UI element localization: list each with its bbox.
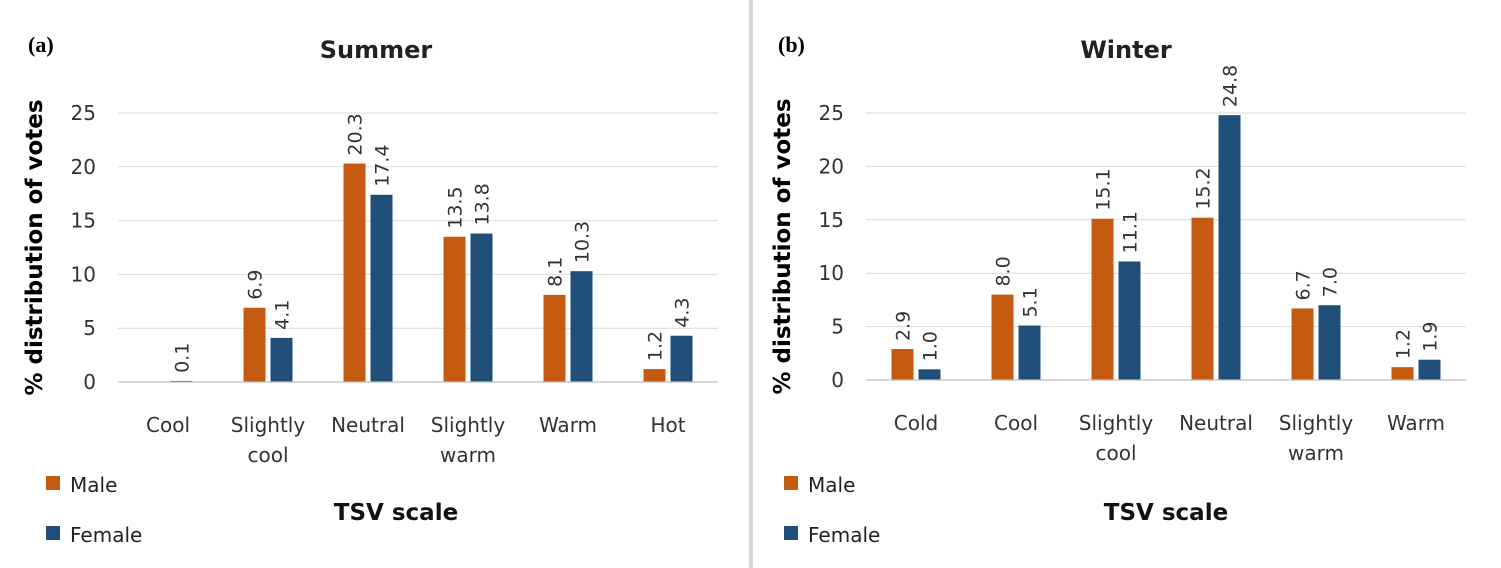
chart-summer: (a) Summer % distribution of votes 0 5 10 15 20… <box>22 32 718 547</box>
bar-male <box>891 349 914 380</box>
bar-male <box>1191 217 1214 380</box>
x-category-label: cool <box>1095 441 1136 465</box>
x-category-label: warm <box>1288 441 1344 465</box>
y-axis-label: % distribution of votes <box>22 99 48 395</box>
bar-male <box>343 163 366 382</box>
x-category-label: warm <box>440 443 496 467</box>
bar-female <box>670 335 693 382</box>
data-label: 6.7 <box>1293 270 1315 300</box>
legend-label-female: Female <box>808 523 880 547</box>
legend-swatch-female <box>784 526 798 540</box>
bar-female <box>470 233 493 382</box>
x-category-label: Cool <box>994 411 1038 435</box>
bar-male <box>1291 308 1314 380</box>
x-category-label: Warm <box>539 413 597 437</box>
data-label: 6.9 <box>245 270 267 300</box>
x-axis-label: TSV scale <box>334 500 458 526</box>
data-label: 17.4 <box>372 144 394 186</box>
data-label: 8.0 <box>993 256 1015 286</box>
panel-letter: (b) <box>778 32 805 57</box>
x-category-label: Neutral <box>1179 411 1253 435</box>
y-tick-label: 20 <box>819 154 844 178</box>
x-category-label: Neutral <box>331 413 405 437</box>
bar-male <box>991 294 1014 380</box>
chart-title: Summer <box>320 36 433 64</box>
data-label: 24.8 <box>1220 65 1242 107</box>
data-label: 2.9 <box>893 311 915 341</box>
y-axis-label: % distribution of votes <box>770 98 796 394</box>
y-tick-label: 5 <box>831 315 844 339</box>
data-label: 5.1 <box>1020 287 1042 317</box>
bar-female <box>570 271 593 382</box>
bar-female <box>1018 325 1041 380</box>
panel-letter: (a) <box>28 32 54 57</box>
chart-panel-winter: (b) Winter % distribution of votes 0 5 10 15 20… <box>754 0 1501 568</box>
y-tick-label: 25 <box>71 101 96 125</box>
chart-panel-summer: (a) Summer % distribution of votes 0 5 10 15 20… <box>0 0 748 568</box>
x-category-label: cool <box>247 443 288 467</box>
data-label: 8.1 <box>545 257 567 287</box>
bar-male <box>243 307 266 382</box>
bar-female <box>1418 359 1441 380</box>
bar-male <box>1091 218 1114 380</box>
data-label: 0.1 <box>172 343 194 373</box>
y-tick-label: 20 <box>71 155 96 179</box>
legend-swatch-female <box>46 526 60 540</box>
data-label: 13.8 <box>472 183 494 225</box>
data-label: 4.3 <box>672 298 694 328</box>
y-tick-label: 5 <box>83 316 96 340</box>
x-category-label: Slightly <box>231 413 306 437</box>
bar-female <box>1218 115 1241 381</box>
chart-winter: (b) Winter % distribution of votes 0 5 10 15 20… <box>770 32 1466 547</box>
bar-female <box>918 369 941 380</box>
data-label: 1.2 <box>645 331 667 361</box>
data-label: 1.0 <box>920 331 942 361</box>
bar-male <box>443 236 466 382</box>
bar-female <box>270 337 293 382</box>
data-label: 20.3 <box>345 113 367 155</box>
bar-male <box>643 369 666 382</box>
data-label: 11.1 <box>1120 211 1142 253</box>
x-category-label: Slightly <box>431 413 506 437</box>
bar-female <box>1318 305 1341 380</box>
x-category-label: Cold <box>894 411 938 435</box>
data-label: 1.9 <box>1420 321 1442 351</box>
legend-swatch-male <box>46 476 60 490</box>
data-label: 4.1 <box>272 300 294 330</box>
legend-label-female: Female <box>70 523 142 547</box>
data-label: 13.5 <box>445 186 467 228</box>
panel-divider <box>749 0 753 568</box>
legend-label-male: Male <box>70 473 117 497</box>
x-category-label: Warm <box>1387 411 1445 435</box>
y-tick-label: 0 <box>831 368 844 392</box>
y-tick-label: 15 <box>71 209 96 233</box>
bar-female <box>1118 261 1141 380</box>
y-tick-label: 10 <box>819 261 844 285</box>
data-label: 15.1 <box>1093 168 1115 210</box>
legend-swatch-male <box>784 476 798 490</box>
x-category-label: Hot <box>650 413 685 437</box>
y-tick-label: 10 <box>71 262 96 286</box>
data-label: 10.3 <box>572 221 594 263</box>
data-label: 1.2 <box>1393 329 1415 359</box>
x-category-label: Slightly <box>1279 411 1354 435</box>
x-axis-label: TSV scale <box>1104 500 1228 526</box>
y-tick-label: 15 <box>819 208 844 232</box>
bar-male <box>1391 367 1414 380</box>
x-category-label: Cool <box>146 413 190 437</box>
chart-title: Winter <box>1080 36 1172 64</box>
x-category-label: Slightly <box>1079 411 1154 435</box>
bar-male <box>543 294 566 382</box>
y-tick-label: 25 <box>819 101 844 125</box>
data-label: 7.0 <box>1320 267 1342 297</box>
bar-female <box>370 194 393 382</box>
legend-label-male: Male <box>808 473 855 497</box>
data-label: 15.2 <box>1193 167 1215 209</box>
y-tick-label: 0 <box>83 370 96 394</box>
